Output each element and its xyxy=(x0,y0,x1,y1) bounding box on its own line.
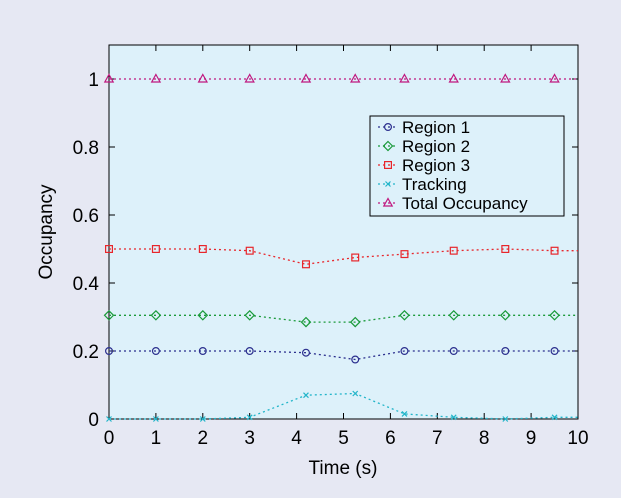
y-tick-label: 0.8 xyxy=(73,138,99,159)
data-point xyxy=(501,347,510,356)
data-point xyxy=(245,347,254,356)
legend-item: Tracking xyxy=(378,175,467,194)
legend-box xyxy=(369,115,565,217)
x-tick-label: 6 xyxy=(385,428,396,449)
data-point xyxy=(106,416,112,422)
plot-area xyxy=(108,44,579,420)
series-total-occupancy xyxy=(103,73,578,83)
data-point xyxy=(501,245,510,254)
data-point xyxy=(151,347,160,356)
data-point xyxy=(246,414,253,421)
data-point xyxy=(502,416,509,422)
data-point xyxy=(303,392,309,399)
data-point xyxy=(349,316,361,328)
series-region-1 xyxy=(104,347,578,364)
legend-marker xyxy=(385,181,391,187)
data-point xyxy=(150,309,162,321)
data-point xyxy=(350,73,361,83)
data-point xyxy=(103,73,115,83)
data-point xyxy=(301,348,310,357)
data-point xyxy=(244,309,256,321)
data-point xyxy=(244,73,255,83)
x-tick-label: 4 xyxy=(291,428,302,449)
legend-label: Total Occupancy xyxy=(402,194,528,213)
data-point xyxy=(450,414,457,421)
data-point xyxy=(199,416,206,422)
x-tick-label: 2 xyxy=(198,428,209,449)
x-axis-label: Time (s) xyxy=(309,458,378,479)
data-point xyxy=(401,410,408,417)
y-tick-label: 0.6 xyxy=(73,206,99,227)
data-point xyxy=(448,73,459,83)
legend-label: Region 2 xyxy=(402,137,470,156)
legend-marker xyxy=(384,122,393,131)
data-point xyxy=(197,309,209,321)
x-tick-label: 9 xyxy=(526,428,537,449)
x-tick-label: 5 xyxy=(338,428,349,449)
legend-label: Tracking xyxy=(402,175,467,194)
y-tick-label: 1 xyxy=(88,70,99,91)
series-tracking xyxy=(106,390,578,422)
y-tick-label: 0.2 xyxy=(73,342,99,363)
x-tick-label: 1 xyxy=(151,428,162,449)
x-tick-label: 0 xyxy=(104,428,115,449)
x-tick-label: 8 xyxy=(479,428,490,449)
series-line xyxy=(109,350,578,361)
series-region-2 xyxy=(103,309,578,328)
data-point xyxy=(300,73,312,83)
data-point xyxy=(245,246,254,255)
data-point xyxy=(550,246,559,255)
data-point xyxy=(551,414,558,421)
legend-marker xyxy=(384,161,393,170)
data-point xyxy=(549,309,560,321)
data-point xyxy=(352,390,359,397)
series-line xyxy=(109,314,578,323)
data-point xyxy=(198,347,207,356)
data-point xyxy=(449,347,458,356)
series-line xyxy=(109,248,578,265)
data-point xyxy=(550,347,559,356)
legend-label: Region 3 xyxy=(402,156,470,175)
data-point xyxy=(400,250,409,259)
data-point xyxy=(549,73,560,83)
data-point xyxy=(351,355,360,364)
data-point xyxy=(300,316,312,328)
data-point xyxy=(150,73,162,83)
data-point xyxy=(197,73,209,83)
data-point xyxy=(400,347,409,356)
data-point xyxy=(449,246,458,255)
legend-marker xyxy=(382,140,394,152)
data-point xyxy=(152,416,159,422)
data-point xyxy=(103,309,115,321)
series-region-3 xyxy=(104,245,578,269)
legend-item: Region 1 xyxy=(378,118,470,137)
legend-label: Region 1 xyxy=(402,118,470,137)
x-tick-label: 7 xyxy=(432,428,443,449)
y-axis-ticks: 0 0.2 0.4 0.6 0.8 1 xyxy=(73,70,578,431)
y-axis-label: Occupancy xyxy=(36,184,57,280)
data-point xyxy=(104,245,113,254)
data-point xyxy=(499,309,511,321)
data-point xyxy=(351,253,360,262)
x-tick-label: 10 xyxy=(567,428,588,449)
series-layer xyxy=(103,73,578,422)
data-point xyxy=(399,309,410,321)
legend-item: Region 2 xyxy=(378,137,470,156)
legend-item: Total Occupancy xyxy=(378,194,528,213)
y-tick-label: 0 xyxy=(88,410,99,431)
x-axis-ticks: 0 1 2 3 4 5 6 7 8 9 10 xyxy=(104,45,589,449)
legend-item: Region 3 xyxy=(378,156,470,175)
y-tick-label: 0.4 xyxy=(73,274,100,295)
legend-marker xyxy=(382,197,394,207)
data-point xyxy=(104,347,113,356)
data-point xyxy=(448,309,460,321)
data-point xyxy=(151,245,160,254)
data-point xyxy=(198,245,207,254)
data-point xyxy=(500,73,511,83)
data-point xyxy=(399,73,410,83)
data-point xyxy=(301,260,310,269)
x-tick-label: 3 xyxy=(244,428,255,449)
